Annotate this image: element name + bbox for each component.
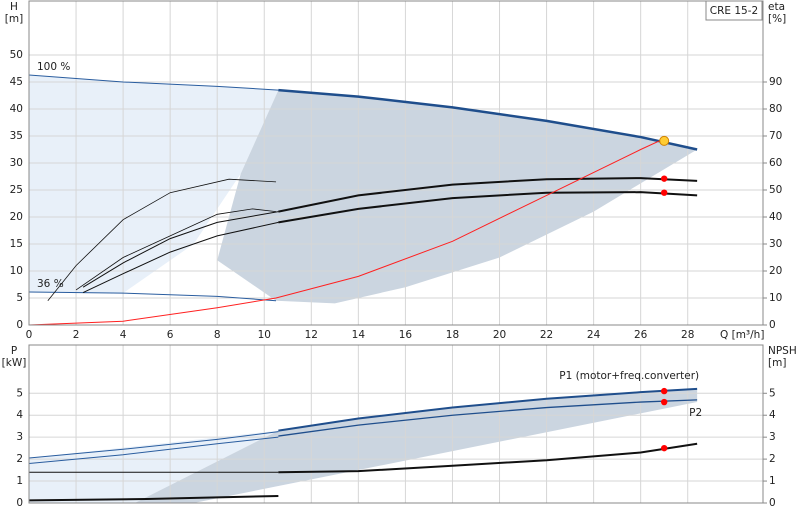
plot-frame xyxy=(28,0,764,326)
y2-tick-label: 40 xyxy=(769,211,782,223)
curve xyxy=(47,178,277,301)
x-tick-label: 16 xyxy=(399,329,413,341)
curve-label: 36 % xyxy=(37,278,64,290)
y-axis-label: P xyxy=(11,345,17,357)
y-tick-label: 20 xyxy=(10,211,23,223)
y2-tick-label: 50 xyxy=(769,184,782,196)
y2-tick-label: 0 xyxy=(769,497,776,509)
curve xyxy=(28,138,665,326)
y-tick-label: 4 xyxy=(16,409,23,421)
operating-area xyxy=(134,388,698,503)
y2-tick-label: 30 xyxy=(769,238,782,250)
y-tick-label: 5 xyxy=(16,387,23,399)
y-tick-label: 0 xyxy=(16,497,23,509)
y2-tick-label: 0 xyxy=(769,319,776,331)
y2-tick-label: 1 xyxy=(769,475,776,487)
curve xyxy=(278,399,698,437)
y-tick-label: 25 xyxy=(10,184,23,196)
y2-tick-label: 20 xyxy=(769,265,782,277)
curve-label: 100 % xyxy=(37,61,70,73)
curve xyxy=(75,208,277,291)
x-tick-label: 2 xyxy=(73,329,80,341)
y-tick-label: 35 xyxy=(10,130,23,142)
x-tick-label: 22 xyxy=(540,329,553,341)
curve xyxy=(28,436,279,464)
y2-tick-label: 3 xyxy=(769,431,776,443)
y2-tick-label: 10 xyxy=(769,292,782,304)
operating-point xyxy=(660,175,668,182)
x-axis-label: Q [m³/h] xyxy=(720,329,764,341)
y2-axis-label: NPSH xyxy=(768,345,797,357)
title-box xyxy=(705,0,763,21)
x-tick-label: 0 xyxy=(26,329,33,341)
y2-axis-label: [%] xyxy=(768,13,786,25)
x-tick-label: 14 xyxy=(352,329,366,341)
x-tick-label: 24 xyxy=(587,329,601,341)
curve xyxy=(28,74,279,91)
operating-point xyxy=(660,387,668,395)
x-tick-label: 8 xyxy=(214,329,221,341)
operating-point xyxy=(660,444,668,452)
x-tick-label: 10 xyxy=(258,329,271,341)
y-tick-label: 2 xyxy=(16,453,23,465)
operating-area xyxy=(217,90,698,304)
operating-area xyxy=(29,74,279,294)
operating-point xyxy=(660,189,668,196)
y-axis-label: [kW] xyxy=(2,357,27,369)
y-tick-label: 0 xyxy=(16,319,23,331)
y2-tick-label: 90 xyxy=(769,76,782,88)
y2-axis-label: [m] xyxy=(768,357,786,369)
plot-frame xyxy=(28,344,764,504)
curve xyxy=(278,88,698,151)
y-axis-label: H xyxy=(10,1,18,13)
x-tick-label: 20 xyxy=(493,329,506,341)
curve xyxy=(82,221,279,294)
curve xyxy=(82,211,279,288)
operating-point xyxy=(660,398,668,406)
y2-tick-label: 2 xyxy=(769,453,776,465)
y2-tick-label: 5 xyxy=(769,387,776,399)
y-tick-label: 10 xyxy=(10,265,23,277)
curve-label: P2 xyxy=(689,407,702,419)
x-tick-label: 28 xyxy=(681,329,694,341)
y-tick-label: 5 xyxy=(16,292,23,304)
y2-tick-label: 60 xyxy=(769,157,782,169)
y-tick-label: 45 xyxy=(10,76,23,88)
x-tick-label: 26 xyxy=(634,329,648,341)
y-tick-label: 50 xyxy=(10,49,23,61)
curve xyxy=(278,442,698,474)
curve xyxy=(278,177,698,213)
chart-title: CRE 15-2 xyxy=(710,5,758,17)
x-tick-label: 18 xyxy=(446,329,459,341)
x-tick-label: 12 xyxy=(305,329,318,341)
y-tick-label: 15 xyxy=(10,238,23,250)
y2-tick-label: 4 xyxy=(769,409,776,421)
y-axis-label: [m] xyxy=(5,13,23,25)
operating-area xyxy=(29,430,279,503)
y2-tick-label: 80 xyxy=(769,103,782,115)
y-tick-label: 40 xyxy=(10,103,23,115)
y2-tick-label: 70 xyxy=(769,130,782,142)
curve-label: P1 (motor+freq.converter) xyxy=(559,370,699,382)
y-tick-label: 3 xyxy=(16,431,23,443)
curve xyxy=(28,494,279,502)
x-tick-label: 4 xyxy=(120,329,127,341)
curve xyxy=(278,387,698,432)
curve xyxy=(28,431,279,459)
y-tick-label: 1 xyxy=(16,475,23,487)
operating-point xyxy=(659,135,670,146)
x-tick-label: 6 xyxy=(167,329,174,341)
curve xyxy=(278,191,698,224)
y2-axis-label: eta xyxy=(768,1,785,13)
curve xyxy=(28,291,277,302)
y-tick-label: 30 xyxy=(10,157,23,169)
